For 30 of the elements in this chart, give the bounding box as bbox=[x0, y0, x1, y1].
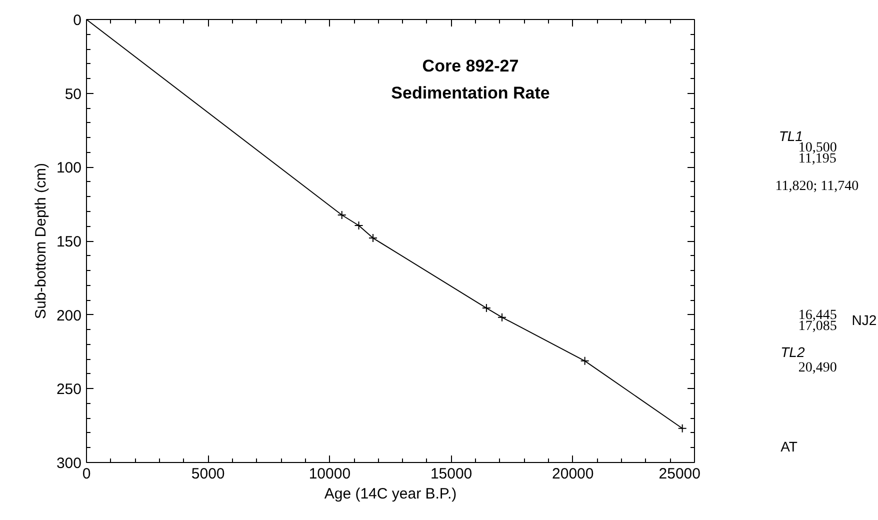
y-tick-label: 200 bbox=[56, 307, 82, 324]
x-tick-label: 25000 bbox=[658, 466, 701, 482]
x-tick-label: 15000 bbox=[430, 466, 472, 482]
text: TL2 bbox=[780, 344, 805, 360]
x-tick-label: 5000 bbox=[191, 466, 225, 482]
point bbox=[368, 234, 378, 243]
y-tick-label: 100 bbox=[56, 160, 82, 177]
y-axis-title: Sub-bottom Depth (cm) bbox=[32, 163, 50, 319]
y-tick-label: 300 bbox=[56, 455, 82, 472]
point bbox=[580, 356, 590, 366]
y-tick-label: 50 bbox=[64, 86, 82, 103]
text: 11,195 bbox=[798, 152, 836, 167]
point bbox=[678, 424, 687, 433]
point bbox=[354, 220, 364, 230]
y-tick-label: 0 bbox=[73, 12, 82, 29]
x-tick-label: 10000 bbox=[308, 466, 351, 482]
y-tick-label: 250 bbox=[56, 381, 82, 398]
x-tick-label: 20000 bbox=[552, 466, 594, 482]
point bbox=[498, 312, 507, 322]
text: 11,820; 11,740 bbox=[775, 178, 859, 194]
point bbox=[337, 210, 346, 220]
text: Core 892-27 bbox=[422, 56, 519, 76]
x-axis-title: Age (14C year B.P.) bbox=[324, 486, 457, 502]
y-tick-label: 150 bbox=[56, 234, 82, 250]
text: AT bbox=[780, 438, 798, 454]
text: 17,085 bbox=[798, 319, 837, 334]
point bbox=[482, 304, 491, 313]
text: NJ2 bbox=[852, 312, 877, 328]
text: 20,490 bbox=[798, 360, 837, 376]
text: Sedimentation Rate bbox=[391, 84, 550, 102]
